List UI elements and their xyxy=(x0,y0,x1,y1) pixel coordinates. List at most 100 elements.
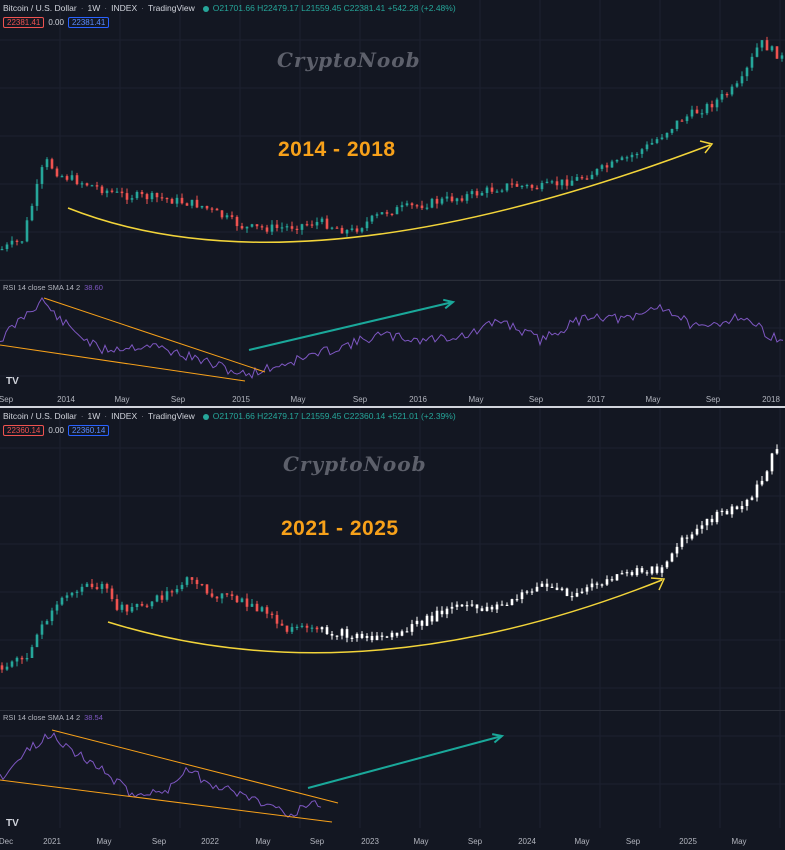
candle xyxy=(560,179,564,186)
candle xyxy=(415,620,419,625)
candle xyxy=(725,510,729,515)
candle xyxy=(5,244,9,250)
price-chart-svg xyxy=(0,408,785,828)
candle xyxy=(505,183,509,191)
candle xyxy=(690,109,694,117)
candle xyxy=(440,610,444,615)
tradingview-logo-icon[interactable]: TV xyxy=(6,376,19,387)
candle xyxy=(70,592,74,596)
candle xyxy=(275,224,279,228)
candle xyxy=(660,137,664,140)
candle xyxy=(330,227,334,229)
price-badge[interactable]: 22360.14 xyxy=(3,425,45,436)
symbol-header[interactable]: Bitcoin / U.S. Dollar · 1W · INDEX · TradingVi… xyxy=(3,411,456,421)
price-badge-2[interactable]: 22381.41 xyxy=(67,17,110,28)
price-badge[interactable]: 22381.41 xyxy=(3,17,45,28)
candle xyxy=(210,208,214,210)
candle xyxy=(265,227,269,232)
data-source: TradingView xyxy=(147,3,195,13)
candle xyxy=(45,159,49,168)
candle xyxy=(45,621,49,625)
candle xyxy=(15,240,19,242)
candle xyxy=(400,205,404,208)
pane-divider xyxy=(0,280,785,281)
candle xyxy=(315,627,319,630)
candle xyxy=(600,584,604,586)
rsi-breakout-arrow-head xyxy=(443,298,456,310)
candle xyxy=(435,198,439,204)
candle xyxy=(405,203,409,206)
candle xyxy=(650,142,654,145)
candle xyxy=(615,574,619,581)
candle xyxy=(375,635,379,641)
candle xyxy=(445,196,449,199)
candle xyxy=(605,579,609,585)
candle xyxy=(565,179,569,186)
candle xyxy=(420,205,424,209)
symbol-header[interactable]: Bitcoin / U.S. Dollar · 1W · INDEX · TradingVi… xyxy=(3,3,456,13)
candle xyxy=(365,635,369,638)
zero-badge: 0.00 xyxy=(48,426,64,435)
candle xyxy=(140,604,144,606)
time-axis-tick: Sep xyxy=(625,837,641,846)
tradingview-logo-icon[interactable]: TV xyxy=(6,818,19,829)
interval: 1W xyxy=(87,3,101,13)
candle xyxy=(555,181,559,186)
candle xyxy=(610,579,614,581)
candle xyxy=(720,510,724,513)
candle xyxy=(145,605,149,607)
curve-arrow-head xyxy=(650,577,666,591)
rounding-bottom-curve xyxy=(67,144,711,243)
candle xyxy=(30,647,34,659)
candle xyxy=(425,615,429,626)
candle xyxy=(370,635,374,641)
candle xyxy=(240,598,244,603)
candle xyxy=(720,94,724,100)
candle xyxy=(585,178,589,180)
candle xyxy=(55,604,59,611)
candle xyxy=(90,583,94,588)
candle xyxy=(235,596,239,603)
rsi-lower-trendline xyxy=(0,779,333,823)
candle xyxy=(735,506,739,510)
candle xyxy=(750,56,754,68)
candle xyxy=(125,193,129,200)
candle xyxy=(680,537,684,547)
candle xyxy=(75,175,79,185)
candle xyxy=(470,604,474,606)
candle xyxy=(290,226,294,229)
candle xyxy=(0,249,4,251)
time-axis-tick: May xyxy=(290,395,306,404)
candle xyxy=(670,128,674,133)
candle xyxy=(40,167,44,184)
candle xyxy=(565,588,569,597)
candle xyxy=(760,40,764,48)
candle xyxy=(25,220,29,242)
candle xyxy=(550,181,554,183)
candle xyxy=(405,631,409,633)
candle xyxy=(755,47,759,57)
candle xyxy=(155,192,159,198)
candle xyxy=(470,191,474,195)
time-axis-tick: May xyxy=(96,837,112,846)
candle xyxy=(670,553,674,562)
price-badge-2[interactable]: 22360.14 xyxy=(67,425,110,436)
candle xyxy=(750,497,754,500)
candle xyxy=(535,187,539,190)
candle xyxy=(210,593,214,597)
candle xyxy=(20,241,24,243)
candle xyxy=(205,584,209,594)
candle xyxy=(270,224,274,232)
candle xyxy=(460,604,464,607)
candle xyxy=(30,205,34,221)
candle xyxy=(335,227,339,229)
candle xyxy=(300,625,304,627)
candle xyxy=(335,635,339,637)
candle xyxy=(725,94,729,96)
candle xyxy=(90,185,94,187)
candle xyxy=(635,153,639,156)
rsi-indicator-label[interactable]: RSI 14 close SMA 14 2 38.54 xyxy=(3,713,103,722)
candle xyxy=(350,637,354,639)
rsi-indicator-label[interactable]: RSI 14 close SMA 14 2 38.60 xyxy=(3,283,103,292)
candle xyxy=(490,606,494,610)
